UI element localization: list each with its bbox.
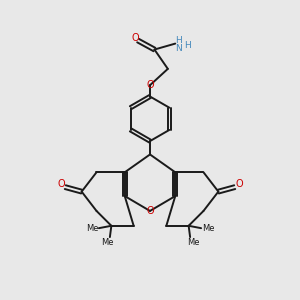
Text: O: O bbox=[146, 80, 154, 90]
Text: N: N bbox=[176, 44, 182, 53]
Text: Me: Me bbox=[187, 238, 199, 247]
Text: Me: Me bbox=[202, 224, 214, 233]
Text: Me: Me bbox=[101, 238, 113, 247]
Text: O: O bbox=[131, 33, 139, 43]
Text: H: H bbox=[184, 40, 191, 50]
Text: O: O bbox=[146, 206, 154, 216]
Text: O: O bbox=[57, 179, 64, 189]
Text: H: H bbox=[176, 36, 182, 45]
Text: Me: Me bbox=[86, 224, 98, 233]
Text: O: O bbox=[236, 179, 243, 189]
